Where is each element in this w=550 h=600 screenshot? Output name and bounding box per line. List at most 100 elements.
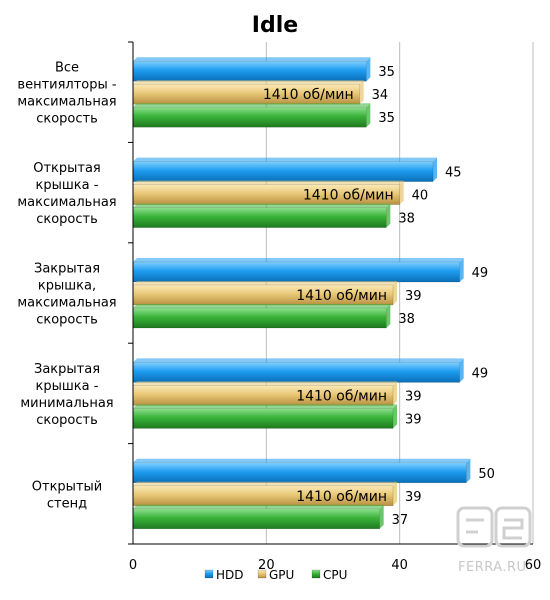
data-label: 40 — [412, 189, 429, 204]
bar-side-face — [393, 404, 397, 429]
bar-side-face — [379, 504, 384, 529]
bar-cpu — [132, 508, 380, 530]
category-label-line: скорость — [36, 413, 98, 428]
bar-side-face — [386, 304, 391, 328]
legend-swatch — [311, 569, 321, 579]
bar-top-face — [133, 103, 371, 108]
data-label: 35 — [378, 65, 395, 80]
bar-side-face — [466, 458, 471, 483]
chart-title: Idle — [252, 13, 298, 38]
bar-top-face — [133, 481, 397, 486]
category-label: Закрытая крышка - минимальная скорость — [20, 362, 113, 428]
data-label: 38 — [398, 212, 415, 227]
category-label-line: Все — [55, 61, 79, 76]
bar-hdd — [132, 60, 367, 82]
bar-side-face — [393, 381, 397, 406]
bar-annotation: 1410 об/мин — [296, 489, 387, 505]
bar-top-face — [133, 80, 364, 85]
data-label: 39 — [405, 412, 422, 427]
category-label: Закрытая крышка, максимальная скорость — [17, 262, 116, 328]
data-label: 35 — [378, 111, 395, 126]
bar-side-face — [359, 80, 364, 105]
data-label: 38 — [398, 312, 415, 327]
bar-hdd — [132, 362, 460, 383]
x-tick-label: 0 — [129, 558, 137, 573]
category-label-line: стенд — [47, 496, 87, 511]
data-label: 37 — [392, 513, 409, 528]
bar-hdd — [132, 161, 434, 182]
ferra-logo-icon — [456, 506, 532, 548]
bar-hdd — [132, 462, 467, 484]
bar-cpu — [132, 106, 367, 128]
category-label-line: крышка - — [36, 379, 99, 394]
axes: 0 20 40 60 — [128, 41, 542, 573]
category-label-line: крышка, — [38, 279, 96, 294]
bar-top-face — [133, 157, 437, 162]
bar-side-face — [433, 157, 437, 182]
x-tick-label: 20 — [258, 558, 275, 573]
labels: Все вентиялторы - максимальная скорость 35 34… — [17, 61, 495, 528]
bar-side-face — [459, 358, 464, 383]
legend-swatch — [257, 569, 267, 579]
bar-side-face — [386, 203, 391, 228]
legend: HDD GPU CPU — [204, 568, 347, 582]
bar-top-face — [133, 381, 397, 386]
bar-top-face — [133, 458, 471, 463]
bar-annotation: 1410 об/мин — [296, 388, 387, 404]
bar-top-face — [133, 504, 384, 509]
watermark-text: FERRA.RU — [458, 560, 527, 575]
category-label: Открытый стенд — [32, 479, 102, 511]
bar-side-face — [366, 103, 371, 128]
category-label-line: скорость — [36, 112, 98, 127]
watermark: FERRA.RU — [456, 506, 532, 575]
x-tick-label: 60 — [525, 558, 542, 573]
data-label: 49 — [472, 266, 489, 281]
category-label-line: максимальная — [17, 296, 116, 311]
category-label-line: Закрытая — [34, 262, 100, 277]
bar-top-face — [133, 180, 404, 185]
bar-top-face — [133, 258, 464, 262]
data-label: 50 — [478, 467, 495, 482]
bar-side-face — [393, 481, 397, 506]
legend-label: CPU — [323, 568, 347, 582]
data-label: 39 — [405, 289, 422, 304]
category-label-line: скорость — [36, 212, 98, 227]
bar-cpu — [132, 207, 387, 228]
bar-top-face — [133, 281, 397, 285]
category-label: Открытая крышка - максимальная скорость — [17, 161, 116, 227]
category-label: Все вентиялторы - максимальная скорость — [17, 61, 117, 127]
data-label: 49 — [472, 366, 489, 381]
category-label-line: скорость — [36, 313, 98, 328]
bar-side-face — [459, 258, 464, 282]
bar-annotation: 1410 об/мин — [263, 87, 354, 103]
bars — [132, 57, 471, 530]
category-label-line: минимальная — [20, 396, 113, 411]
bar-top-face — [133, 203, 391, 208]
bar-cpu — [132, 408, 394, 429]
bar-cpu — [132, 307, 387, 329]
bar-side-face — [399, 180, 404, 205]
data-label: 39 — [405, 389, 422, 404]
data-label: 34 — [372, 88, 389, 103]
category-label-line: крышка - — [36, 178, 99, 193]
category-label-line: Открытая — [33, 161, 101, 176]
data-label: 45 — [445, 166, 462, 181]
category-label-line: максимальная — [17, 195, 116, 210]
data-label: 39 — [405, 490, 422, 505]
bar-top-face — [133, 358, 464, 363]
bar-top-face — [133, 57, 371, 62]
bar-side-face — [393, 281, 397, 305]
legend-label: GPU — [269, 568, 294, 582]
bar-top-face — [133, 304, 391, 308]
bar-annotation: 1410 об/мин — [296, 288, 387, 304]
category-label-line: Открытый — [32, 479, 102, 494]
x-tick-label: 40 — [391, 558, 408, 573]
legend-label: HDD — [216, 568, 244, 582]
bar-side-face — [366, 57, 371, 82]
category-label-line: Закрытая — [34, 362, 100, 377]
bar-hdd — [132, 261, 460, 283]
bar-annotation: 1410 об/мин — [303, 188, 394, 204]
bar-top-face — [133, 404, 397, 409]
